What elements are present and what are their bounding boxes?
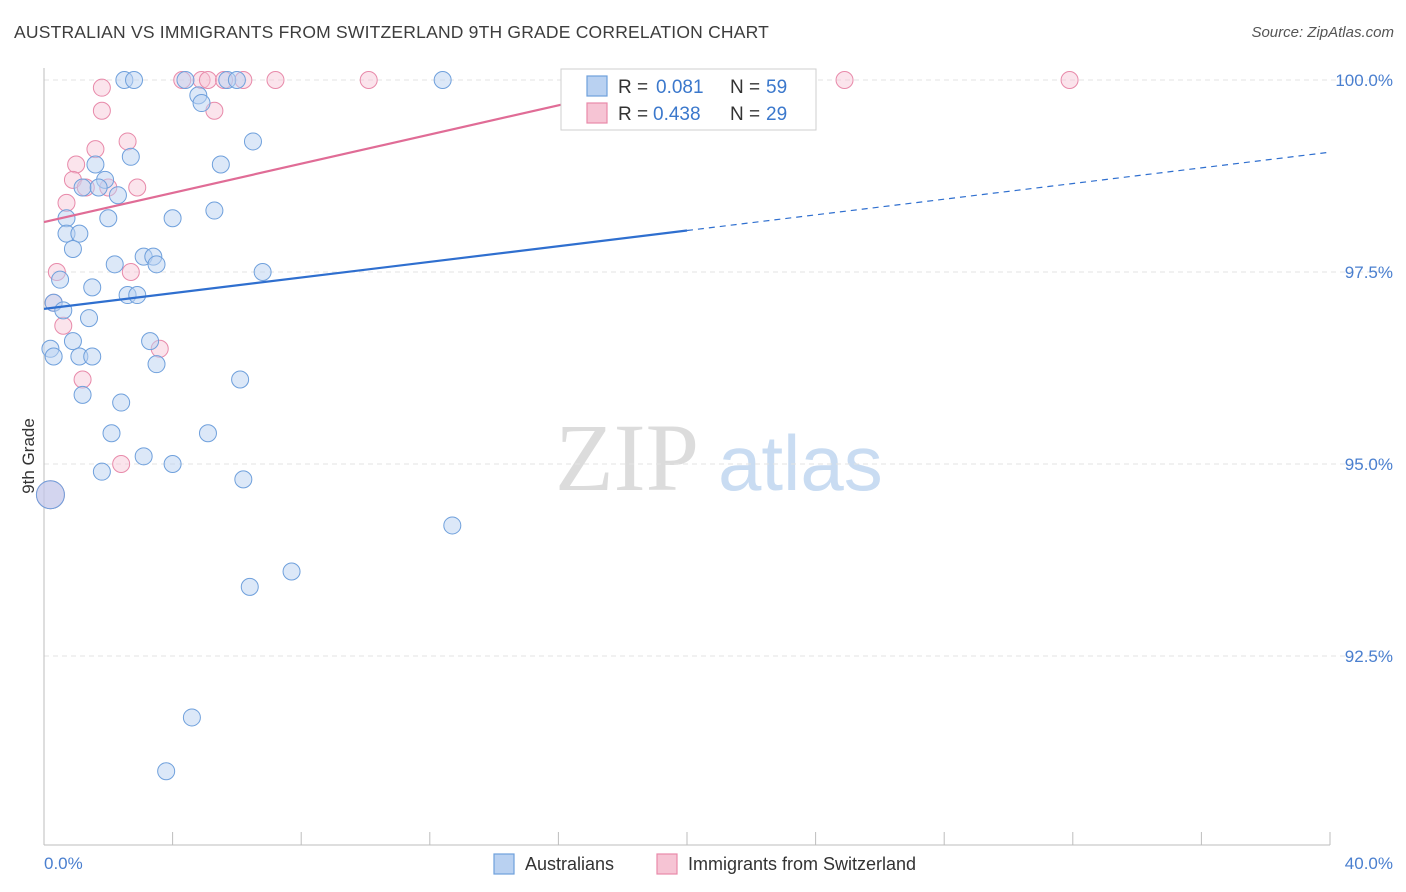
legend-n-label-2: N = [730,104,760,125]
swiss-point [73,370,92,389]
australian-point [54,301,73,320]
australian-point [89,178,108,197]
bottom-legend-swiss: Immigrants from Switzerland [688,854,916,874]
australian-point [443,516,462,535]
swiss-point [67,155,86,174]
swiss-point [112,455,131,473]
swiss-point [57,193,76,212]
legend-r-label-2: R = [618,104,648,125]
australian-point [198,424,217,443]
australian-point [108,186,127,205]
australian-point [63,239,82,258]
bottom-legend: Australians Immigrants from Switzerland [493,853,916,875]
australian-point [234,470,253,489]
australian-point [163,209,182,228]
australian-point [227,71,246,89]
chart-title: AUSTRALIAN VS IMMIGRANTS FROM SWITZERLAN… [14,22,770,42]
australians-trend-line [43,229,688,310]
australian-point [44,347,63,366]
australian-point [134,447,153,466]
legend-n-value-1: 59 [766,77,787,98]
australian-point [86,155,105,174]
swiss-point [266,71,285,89]
y-tick-label: 92.5% [1345,647,1393,666]
australian-point [176,71,195,89]
australian-point [83,278,102,297]
australian-point [92,462,111,481]
australian-point [63,332,82,351]
australian-point [102,424,121,443]
australian-point [141,332,160,351]
watermark-atlas: atlas [718,419,883,507]
australian-point [51,270,70,289]
legend-r-value-1: 0.081 [656,77,704,98]
australian-point [70,224,89,243]
legend-n-label-1: N = [730,77,760,98]
australian-point [73,178,92,197]
x-tick-label-min: 0.0% [44,854,83,873]
watermark-zip: ZIP [555,404,699,511]
swiss-point [198,71,217,89]
swiss-point [121,263,140,281]
gridlines [44,79,1392,657]
australian-point [35,480,65,510]
australians-trend-extension [686,151,1331,232]
y-axis-title: 9th Grade [19,418,38,494]
swiss-point [118,132,137,151]
australian-point [433,71,452,89]
legend-r-label-1: R = [618,77,648,98]
australian-point [125,71,144,89]
swiss-point [359,71,378,89]
swiss-point [1060,71,1079,89]
y-tick-label: 95.0% [1345,455,1393,474]
y-tick-label: 97.5% [1345,263,1393,282]
australian-point [182,708,201,727]
swiss-point [835,71,854,89]
swiss-point [92,101,111,120]
legend-n-value-2: 29 [766,104,787,125]
australian-point [73,385,92,404]
australian-point [105,255,124,274]
australian-point [243,132,262,151]
australian-point [147,355,166,374]
australian-point [83,347,102,366]
y-tick-labels: 92.5% 95.0% 97.5% 100.0% [1335,71,1393,666]
y-tick-label: 100.0% [1335,71,1393,90]
legend: R = 0.081 N = 59 R = 0.438 N = 29 [560,68,817,131]
australian-point [231,370,250,389]
x-ticks [172,832,1331,845]
australian-point [99,209,118,228]
legend-swatch-australians [586,75,608,97]
australian-point [112,393,131,412]
australian-point [282,562,301,581]
bottom-legend-swatch-australians [493,853,515,875]
swiss-point [92,78,111,97]
australian-point [205,201,224,220]
australian-point [163,455,182,473]
australian-point [240,577,259,596]
australian-point [157,762,176,781]
swiss-point [86,140,105,159]
swiss-point [54,316,73,335]
australian-point [128,286,147,305]
australian-point [147,255,166,274]
legend-swatch-swiss [586,102,608,124]
australian-point [211,155,230,174]
source-label: Source: ZipAtlas.com [1251,24,1394,41]
australian-point [192,94,211,113]
legend-r-value-2: 0.438 [653,104,701,125]
australian-point [253,263,272,281]
bottom-legend-swatch-swiss [656,853,678,875]
swiss-point [128,178,147,197]
series-australians-points [35,71,639,781]
australian-point [80,309,99,328]
australian-point [121,147,140,166]
bottom-legend-australians: Australians [525,854,614,874]
x-tick-label-max: 40.0% [1345,854,1393,873]
